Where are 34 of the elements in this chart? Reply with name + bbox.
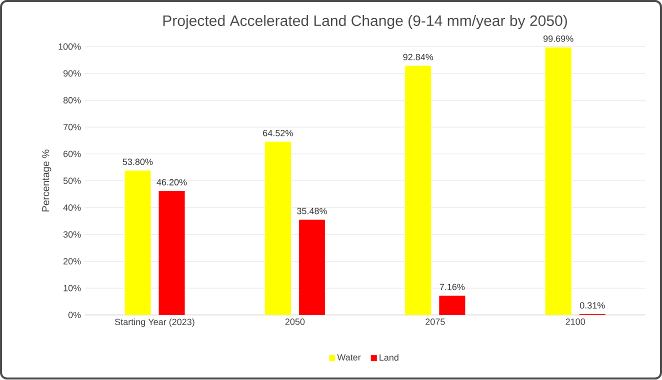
bar	[439, 296, 466, 316]
y-tick-label: 20%	[64, 258, 81, 265]
data-label: 46.20%	[156, 179, 187, 186]
data-label: 35.48%	[297, 208, 327, 214]
data-label: 7.16%	[440, 284, 465, 290]
y-tick-label: 60%	[64, 150, 81, 158]
legend-label: Water	[337, 354, 361, 361]
bar	[545, 48, 572, 316]
y-tick-label: 90%	[63, 70, 81, 77]
data-label: 53.80%	[122, 158, 153, 166]
y-tick-label: 40%	[63, 204, 81, 212]
y-tick-label: 70%	[64, 124, 81, 130]
y-tick-label: 50%	[63, 178, 81, 184]
x-tick-label: Starting Year (2023)	[114, 318, 194, 328]
x-tick-label: 2050	[285, 318, 305, 326]
y-tick-label: 0%	[68, 312, 81, 318]
data-label: 92.84%	[403, 54, 434, 60]
x-tick-label: 2075	[426, 318, 445, 326]
y-tick-label: 100%	[58, 44, 81, 50]
bar	[124, 170, 151, 316]
bar	[298, 220, 325, 316]
bar	[264, 142, 291, 316]
y-axis-title: Percentage %	[42, 150, 52, 212]
x-tick-label: 2100	[566, 318, 586, 326]
legend-label: Land	[380, 354, 398, 361]
bar	[158, 191, 185, 316]
y-tick-label: 10%	[64, 285, 81, 292]
y-tick-label: 80%	[63, 97, 81, 104]
data-label: 99.69%	[543, 36, 574, 42]
chart-title: Projected Accelerated Land Change (9-14 mm/year by 2050)	[163, 15, 567, 30]
data-label: 64.52%	[263, 130, 293, 136]
bar	[405, 66, 432, 316]
data-label: 0.31%	[580, 302, 605, 309]
y-tick-label: 30%	[63, 231, 81, 238]
